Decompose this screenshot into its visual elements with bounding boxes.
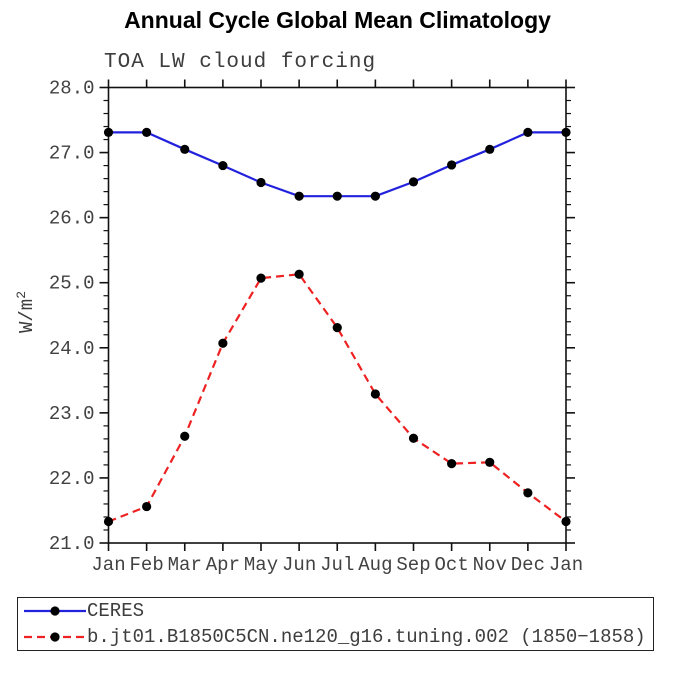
series-0-marker — [485, 144, 495, 154]
plot-frame — [107, 86, 567, 544]
x-axis-tick-label: Sep — [396, 554, 430, 576]
legend-sample-solid-line — [24, 606, 86, 616]
x-axis-tick-label: Oct — [435, 554, 469, 576]
series-line-1 — [108, 273, 567, 523]
series-1-marker — [408, 433, 419, 443]
series-1-marker — [332, 323, 342, 333]
legend-box: CERES b.jt01.B1850C5CN.ne120_g16.tuning.… — [17, 597, 654, 651]
x-axis-tick-label: Jul — [320, 554, 354, 576]
series-1-marker — [294, 269, 304, 279]
series-1-marker — [370, 389, 380, 399]
y-axis-tick-label: 26.0 — [49, 208, 95, 230]
x-axis-tick-label: Jan — [549, 554, 583, 576]
series-0-marker — [180, 144, 190, 154]
y-axis-tick-label: 27.0 — [49, 143, 95, 165]
series-0-marker — [523, 127, 533, 137]
x-axis-tick-label: Jun — [282, 554, 316, 576]
x-axis-tick-label: Feb — [130, 554, 164, 576]
series-0-marker — [447, 160, 457, 170]
legend-ceres-marker — [50, 606, 60, 616]
x-axis-tick-label: Aug — [358, 554, 392, 576]
series-1-marker — [561, 516, 571, 527]
series-1-marker — [218, 338, 228, 348]
y-axis-tick-label: 21.0 — [49, 533, 95, 555]
legend-label-model: b.jt01.B1850C5CN.ne120_g16.tuning.002 (1… — [87, 626, 646, 648]
chart-subtitle: TOA LW cloud forcing — [104, 51, 377, 74]
y-axis-tick-label: 22.0 — [49, 468, 95, 490]
series-0-marker — [256, 177, 266, 188]
x-axis-tick-label: Dec — [511, 554, 545, 576]
y-axis-tick-label: 24.0 — [49, 338, 95, 360]
series-0-marker — [103, 127, 114, 137]
series-0-marker — [370, 191, 380, 201]
legend-model-marker — [50, 632, 60, 642]
series-0-marker — [294, 191, 304, 201]
series-0-marker — [561, 127, 571, 137]
series-1-marker — [447, 459, 457, 469]
series-1-marker — [523, 488, 533, 498]
x-axis-tick-label: Mar — [168, 554, 202, 576]
series-0-marker — [218, 160, 228, 171]
x-axis-tick-label: Apr — [206, 554, 240, 576]
legend-label-ceres: CERES — [87, 600, 145, 622]
y-axis-tick-label: 25.0 — [49, 273, 95, 295]
y-axis-tick-label: 28.0 — [49, 78, 95, 100]
series-1-marker — [485, 457, 495, 467]
series-1-marker — [180, 431, 190, 441]
legend-item-ceres: CERES — [18, 598, 653, 624]
chart-title: Annual Cycle Global Mean Climatology — [124, 7, 551, 33]
series-0-marker — [408, 177, 419, 187]
plot-area: Jan Feb Mar Apr May Jun Jul Aug Sep Oct Nov Dec Jan2… — [49, 78, 583, 576]
series-1-marker — [103, 516, 114, 527]
x-axis-tick-label: May — [244, 554, 278, 576]
series-1-marker — [142, 501, 152, 512]
legend-item-model: b.jt01.B1850C5CN.ne120_g16.tuning.002 (1… — [18, 624, 653, 650]
series-0-marker — [332, 191, 342, 201]
series-line-0 — [108, 131, 566, 198]
y-axis-tick-label: 23.0 — [49, 403, 95, 425]
legend-sample-dashed-line — [24, 632, 86, 642]
series-0-marker — [142, 127, 152, 137]
x-axis-tick-label: Jan — [91, 554, 125, 576]
series-1-marker — [256, 273, 266, 283]
x-axis-tick-label: Nov — [473, 554, 507, 576]
